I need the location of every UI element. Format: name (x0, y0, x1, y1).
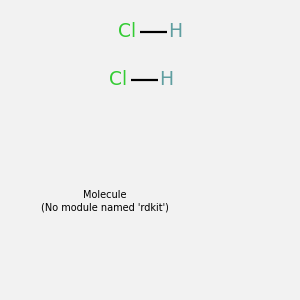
Text: H: H (168, 22, 182, 41)
Text: H: H (159, 70, 173, 89)
Text: Cl: Cl (118, 22, 136, 41)
Text: Molecule
(No module named 'rdkit'): Molecule (No module named 'rdkit') (41, 190, 169, 212)
Text: Cl: Cl (110, 70, 128, 89)
